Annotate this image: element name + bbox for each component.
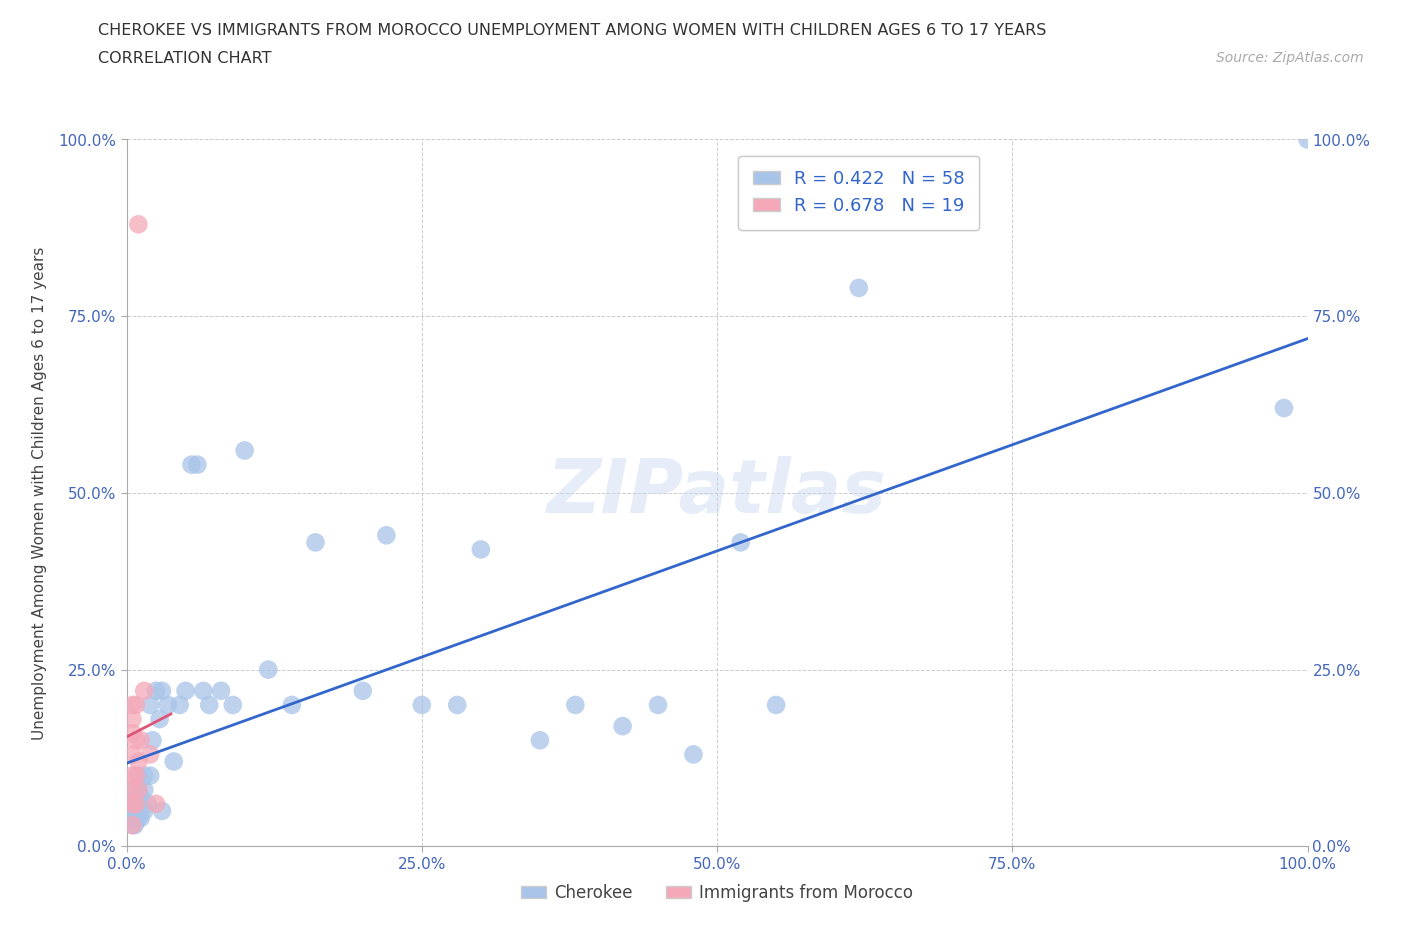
Point: [127, 782, 149, 797]
Point: [193, 684, 215, 698]
Point: [612, 719, 634, 734]
Point: [564, 698, 586, 712]
Point: [129, 790, 152, 804]
Point: [125, 698, 148, 712]
Legend: Cherokee, Immigrants from Morocco: Cherokee, Immigrants from Morocco: [515, 877, 920, 909]
Point: [304, 535, 326, 550]
Point: [180, 458, 202, 472]
Point: [149, 711, 172, 726]
Point: [198, 698, 221, 712]
Point: [141, 733, 163, 748]
Point: [121, 725, 143, 740]
Point: [121, 768, 143, 783]
Point: [233, 443, 256, 458]
Point: [121, 698, 143, 712]
Point: [169, 698, 191, 712]
Point: [121, 796, 143, 811]
Point: [375, 528, 398, 543]
Point: [134, 684, 156, 698]
Point: [124, 793, 146, 808]
Point: [411, 698, 433, 712]
Point: [470, 542, 492, 557]
Point: [121, 817, 143, 832]
Point: [124, 817, 146, 832]
Point: [121, 782, 143, 797]
Point: [124, 811, 146, 826]
Point: [134, 804, 156, 818]
Point: [136, 796, 159, 811]
Point: [446, 698, 468, 712]
Point: [730, 535, 752, 550]
Point: [222, 698, 245, 712]
Point: [529, 733, 551, 748]
Point: [150, 804, 173, 818]
Point: [125, 733, 148, 748]
Point: [129, 811, 152, 826]
Point: [682, 747, 704, 762]
Text: ZIPatlas: ZIPatlas: [547, 457, 887, 529]
Point: [121, 796, 143, 811]
Point: [125, 796, 148, 811]
Point: [174, 684, 197, 698]
Point: [352, 684, 374, 698]
Point: [848, 281, 870, 296]
Point: [124, 800, 146, 815]
Point: [134, 782, 156, 797]
Point: [134, 768, 156, 783]
Point: [281, 698, 304, 712]
Text: CORRELATION CHART: CORRELATION CHART: [98, 51, 271, 66]
Point: [145, 796, 167, 811]
Point: [647, 698, 669, 712]
Point: [186, 458, 208, 472]
Point: [127, 778, 149, 793]
Point: [127, 811, 149, 826]
Point: [127, 804, 149, 818]
Point: [121, 817, 143, 832]
Point: [124, 782, 146, 797]
Point: [156, 698, 179, 712]
Point: [765, 698, 787, 712]
Point: [129, 733, 152, 748]
Point: [127, 217, 149, 232]
Point: [145, 684, 167, 698]
Point: [127, 768, 149, 783]
Point: [209, 684, 232, 698]
Point: [139, 698, 162, 712]
Point: [121, 790, 143, 804]
Point: [139, 768, 162, 783]
Text: Source: ZipAtlas.com: Source: ZipAtlas.com: [1216, 51, 1364, 65]
Point: [139, 747, 162, 762]
Point: [121, 811, 143, 826]
Y-axis label: Unemployment Among Women with Children Ages 6 to 17 years: Unemployment Among Women with Children A…: [32, 246, 46, 739]
Point: [127, 786, 149, 801]
Text: CHEROKEE VS IMMIGRANTS FROM MOROCCO UNEMPLOYMENT AMONG WOMEN WITH CHILDREN AGES : CHEROKEE VS IMMIGRANTS FROM MOROCCO UNEM…: [98, 23, 1047, 38]
Point: [121, 711, 143, 726]
Point: [127, 796, 149, 811]
Point: [257, 662, 280, 677]
Point: [1296, 132, 1319, 147]
Point: [125, 768, 148, 783]
Point: [121, 747, 143, 762]
Point: [121, 804, 143, 818]
Point: [1272, 401, 1295, 416]
Point: [127, 754, 149, 769]
Point: [163, 754, 186, 769]
Point: [150, 684, 173, 698]
